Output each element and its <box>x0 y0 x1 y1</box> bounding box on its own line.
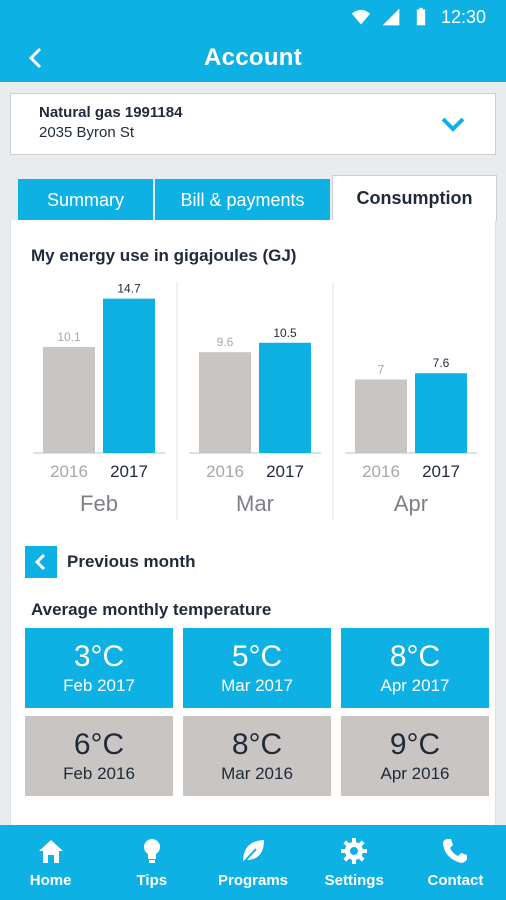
year-label: 2016 <box>206 462 244 481</box>
tab-summary-label: Summary <box>46 189 124 210</box>
tab-bill-payments-label: Bill & payments <box>180 189 305 210</box>
data-label: 10.5 <box>273 326 297 340</box>
temp-value: 8°C <box>231 728 283 761</box>
nav-home-label: Home <box>29 872 72 889</box>
wifi-icon <box>351 9 371 25</box>
year-label: 2017 <box>422 462 460 481</box>
gear-icon <box>341 838 368 864</box>
year-label: 2017 <box>110 462 148 481</box>
month-label: Feb <box>80 491 118 516</box>
data-label: 9.6 <box>217 335 234 349</box>
battery-icon <box>416 7 426 26</box>
bar-2016-feb <box>43 346 95 453</box>
data-label: 7 <box>378 363 385 377</box>
data-label: 10.1 <box>57 330 81 344</box>
month-label: Mar <box>236 491 274 516</box>
nav-settings-label: Settings <box>324 872 384 889</box>
nav-tips[interactable]: Tips <box>101 825 202 900</box>
temp-label: Mar 2017 <box>221 676 293 695</box>
year-label: 2016 <box>50 462 88 481</box>
bar-2016-apr <box>355 379 407 453</box>
nav-settings[interactable]: Settings <box>304 825 405 900</box>
month-label: Apr <box>394 491 428 516</box>
data-label: 7.6 <box>433 356 450 370</box>
account-address: 2035 Byron St <box>39 124 135 141</box>
temp-cell-previous: 9°C Apr 2016 <box>341 716 489 796</box>
temperature-grid: 3°C Feb 2017 5°C Mar 2017 8°C Apr 2017 6… <box>25 628 489 796</box>
temp-label: Apr 2016 <box>380 764 450 783</box>
bottom-nav: Home Tips Programs Settings <box>0 825 506 900</box>
nav-home[interactable]: Home <box>0 825 101 900</box>
nav-contact[interactable]: Contact <box>405 825 506 900</box>
energy-section-title: My energy use in gigajoules (GJ) <box>31 246 297 265</box>
bar-2017-apr <box>415 373 467 453</box>
leaf-icon <box>242 840 264 864</box>
chevron-left-icon <box>28 47 42 69</box>
tab-summary[interactable]: Summary <box>18 179 155 221</box>
account-selector[interactable]: Natural gas 1991184 2035 Byron St <box>10 93 496 155</box>
lightbulb-icon <box>143 839 160 863</box>
temp-label: Apr 2017 <box>380 676 450 695</box>
signal-icon <box>382 8 400 26</box>
temp-cell-current: 3°C Feb 2017 <box>25 628 173 708</box>
tab-bill-payments[interactable]: Bill & payments <box>155 179 332 221</box>
bar-2017-mar <box>259 342 311 453</box>
temp-label: Feb 2017 <box>63 676 135 695</box>
previous-month-button[interactable]: Previous month <box>25 546 195 578</box>
status-time: 12:30 <box>440 6 486 27</box>
year-label: 2017 <box>266 462 304 481</box>
tab-consumption[interactable]: Consumption <box>332 175 497 221</box>
data-label: 14.7 <box>117 282 141 296</box>
status-bar: 12:30 <box>0 0 506 34</box>
account-name: Natural gas 1991184 <box>39 104 183 121</box>
page-title: Account <box>203 44 303 71</box>
bar-2017-feb <box>103 298 155 453</box>
nav-programs[interactable]: Programs <box>202 825 303 900</box>
nav-contact-label: Contact <box>427 872 484 889</box>
nav-tips-label: Tips <box>136 872 168 889</box>
temp-value: 3°C <box>73 640 125 673</box>
temp-value: 8°C <box>389 640 441 673</box>
home-icon <box>38 840 63 863</box>
temp-cell-previous: 6°C Feb 2016 <box>25 716 173 796</box>
back-button[interactable] <box>18 40 54 76</box>
previous-month-label: Previous month <box>67 552 196 571</box>
phone-icon <box>443 839 468 863</box>
chevron-down-icon <box>441 117 465 132</box>
tab-consumption-label: Consumption <box>356 188 473 208</box>
year-label: 2016 <box>362 462 400 481</box>
temp-cell-previous: 8°C Mar 2016 <box>183 716 331 796</box>
temp-value: 6°C <box>73 728 125 761</box>
temp-cell-current: 5°C Mar 2017 <box>183 628 331 708</box>
temp-value: 9°C <box>389 728 441 761</box>
temp-value: 5°C <box>231 640 283 673</box>
temp-cell-current: 8°C Apr 2017 <box>341 628 489 708</box>
chevron-left-icon <box>25 546 57 578</box>
tab-bar: Summary Bill & payments Consumption <box>18 175 497 221</box>
app-bar: Account <box>0 34 506 82</box>
consumption-panel: My energy use in gigajoules (GJ) 10.1 201… <box>10 220 496 825</box>
temperature-section-title: Average monthly temperature <box>31 600 272 619</box>
energy-chart: 10.1 2016 14.7 2017 Feb 9.6 2016 10.5 2017 Mar 7 20… <box>33 282 477 520</box>
temp-label: Feb 2016 <box>63 764 135 783</box>
nav-programs-label: Programs <box>217 872 289 889</box>
temp-label: Mar 2016 <box>221 764 293 783</box>
bar-2016-mar <box>199 352 251 453</box>
